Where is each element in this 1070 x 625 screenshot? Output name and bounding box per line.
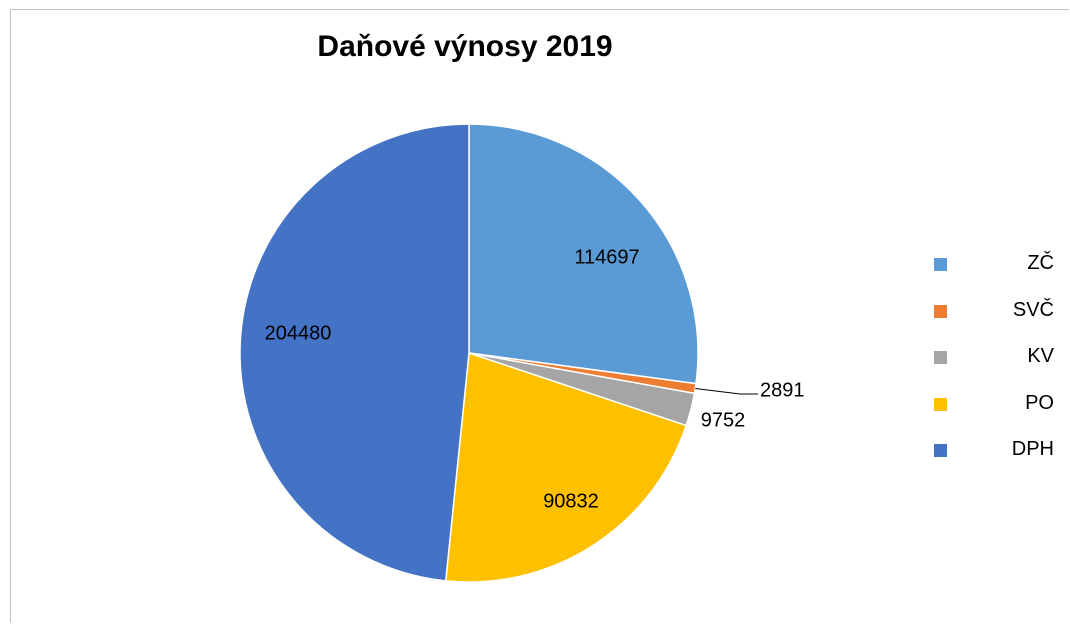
legend-item-kv: KV xyxy=(934,345,1064,392)
data-label-po: 90832 xyxy=(543,490,599,512)
legend-swatch xyxy=(934,258,947,271)
legend-label: KV xyxy=(1027,345,1054,367)
legend-item-svč: SVČ xyxy=(934,299,1064,346)
pie-slice-zč xyxy=(468,123,699,385)
legend-label: DPH xyxy=(1011,438,1054,460)
legend-item-dph: DPH xyxy=(934,438,1064,485)
data-label-kv: 9752 xyxy=(701,409,746,431)
legend-label: PO xyxy=(1025,391,1054,414)
chart-title: Daňové výnosy 2019 xyxy=(317,30,613,63)
pie-slice-po xyxy=(444,351,688,583)
legend-label: SVČ xyxy=(1012,298,1054,321)
legend-item-po: PO xyxy=(934,392,1064,439)
legend-item-zč: ZČ xyxy=(934,252,1064,299)
data-label-svč: 2891 xyxy=(760,379,805,401)
data-label-dph: 204480 xyxy=(265,322,332,344)
pie-slice-dph xyxy=(239,123,470,582)
chart-area xyxy=(10,9,1069,623)
legend-label: ZČ xyxy=(1027,252,1054,274)
legend-swatch xyxy=(934,304,947,318)
leader-line-svč xyxy=(695,388,758,395)
legend: ZČ SVČ KV PO DPH xyxy=(934,252,1064,485)
legend-swatch xyxy=(934,351,947,364)
legend-swatch xyxy=(934,444,947,457)
data-label-zč: 114697 xyxy=(574,246,639,268)
legend-swatch xyxy=(934,397,947,411)
